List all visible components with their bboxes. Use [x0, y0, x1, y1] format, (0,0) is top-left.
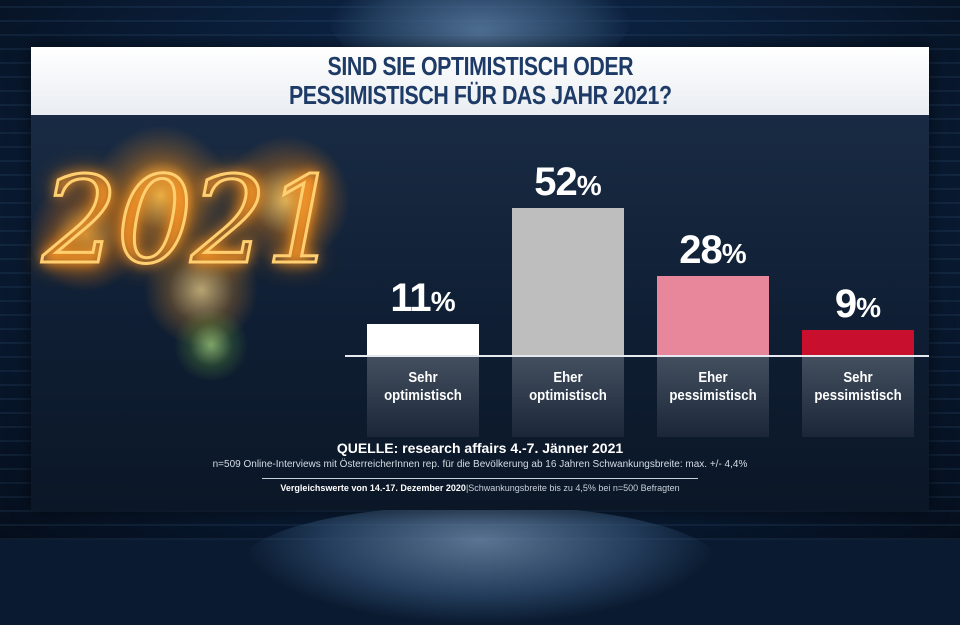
category-label-background	[512, 357, 624, 437]
data-label-unit: %	[576, 170, 602, 201]
source-comparison-bold: Vergleichswerte von 14.-17. Dezember 202…	[280, 483, 466, 493]
data-label-value: 11%	[367, 276, 479, 321]
source-comparison: Vergleichswerte von 14.-17. Dezember 202…	[0, 483, 960, 493]
category-label-line: Sehr	[408, 369, 438, 386]
data-label-number: 28	[679, 227, 722, 272]
title-box: SIND SIE OPTIMISTISCH ODER PESSIMISTISCH…	[31, 47, 929, 115]
x-axis-line	[345, 355, 929, 357]
category-label-background	[367, 357, 479, 437]
data-label-unit: %	[430, 285, 456, 317]
data-label-unit: %	[856, 291, 882, 323]
source-divider	[262, 478, 698, 479]
category-label-line: pessimistisch	[814, 387, 902, 404]
bar-sehr-pessimistisch	[802, 329, 914, 355]
category-label-background	[657, 357, 769, 437]
source-comparison-rest: |Schwankungsbreite bis zu 4,5% bei n=500…	[465, 483, 680, 493]
category-label: Sehr optimistisch	[374, 369, 473, 405]
category-label: Eher pessimistisch	[664, 369, 763, 405]
bar-sehr-optimistisch	[367, 323, 479, 355]
data-label-value: 52%	[512, 160, 624, 205]
year-sparkler-text: 2021	[40, 151, 342, 293]
bar-eher-pessimistisch	[657, 275, 769, 355]
data-label-unit: %	[721, 237, 747, 269]
category-label-line: optimistisch	[529, 387, 607, 404]
data-label-number: 11	[390, 275, 431, 320]
category-label-line: pessimistisch	[669, 387, 757, 404]
category-label-background	[802, 357, 914, 437]
category-label: Eher optimistisch	[519, 369, 618, 405]
data-label-value: 28%	[657, 228, 769, 273]
title-line-2: PESSIMISTISCH FÜR DAS JAHR 2021?	[288, 80, 672, 110]
fireworks-image	[31, 115, 361, 385]
category-label-line: Eher	[553, 369, 583, 386]
category-label-line: optimistisch	[384, 387, 462, 404]
bar-eher-optimistisch	[512, 208, 624, 355]
data-label-number: 52	[534, 160, 577, 204]
category-label-line: Eher	[698, 369, 728, 386]
source-main: QUELLE: research affairs 4.-7. Jänner 20…	[336, 440, 624, 456]
source-methodology: n=509 Online-Interviews mit Österreicher…	[212, 459, 748, 470]
data-label-value: 9%	[802, 282, 914, 327]
title-line-1: SIND SIE OPTIMISTISCH ODER	[327, 51, 633, 81]
category-label-line: Sehr	[843, 369, 873, 386]
category-label: Sehr pessimistisch	[809, 369, 908, 405]
data-label-number: 9	[834, 281, 857, 326]
